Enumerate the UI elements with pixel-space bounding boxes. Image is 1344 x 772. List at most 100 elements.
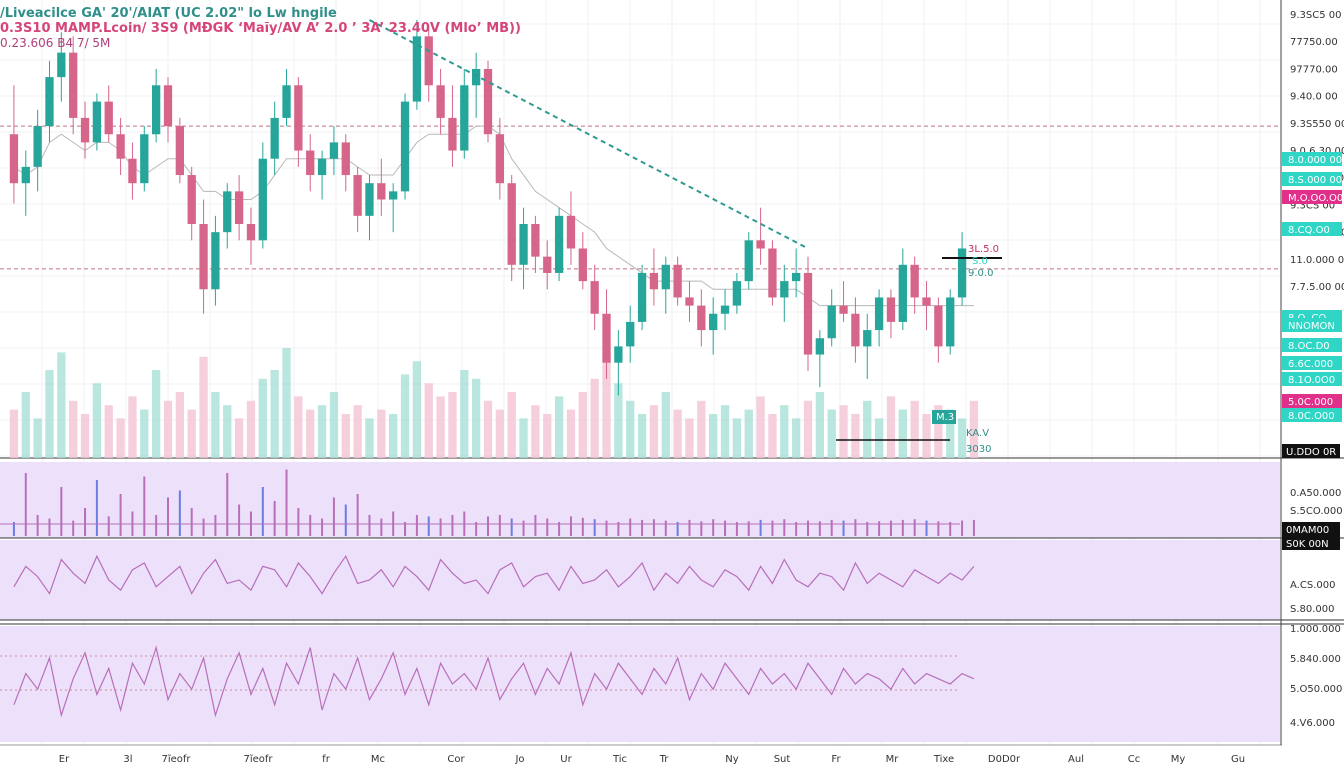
volume-bar — [543, 414, 552, 458]
candle — [590, 264, 599, 331]
candle-body — [673, 264, 682, 298]
lower-axis-label: S.5CO.000 — [1290, 506, 1343, 517]
candle-body — [270, 117, 279, 159]
lower-tag-bg — [1282, 444, 1340, 458]
time-axis-label: Mr — [886, 754, 900, 765]
volume-bar — [116, 418, 125, 458]
candle-body — [377, 183, 386, 200]
candle-body — [957, 248, 967, 298]
price-axis-label: 97770.00 — [1290, 64, 1338, 75]
volume-bar — [851, 414, 860, 458]
candle-body — [744, 240, 753, 282]
volume-bar — [637, 414, 647, 458]
volume-bar — [460, 370, 469, 458]
price-tag-bg — [1282, 190, 1342, 204]
volume-bar — [626, 400, 635, 458]
volume-bar — [590, 378, 599, 458]
price-axis-label: 9.3CS 00 — [1290, 200, 1335, 211]
volume-bar — [317, 405, 327, 458]
annotation-label-top: 3L.5.0 — [968, 244, 999, 255]
legend-symbol-line: /Liveacilce GA' 20'/AIAT (UC 2.02" lo Lw… — [0, 6, 337, 21]
candle-body — [69, 52, 78, 118]
volume-bar — [389, 414, 398, 458]
volume-bar — [768, 414, 777, 458]
candle-body — [246, 224, 256, 241]
price-tag: 8.1O.0O0 — [1282, 372, 1342, 386]
volume-bar — [709, 414, 718, 458]
candle-body — [9, 134, 19, 184]
candle-body — [448, 117, 457, 151]
candle-body — [578, 248, 587, 282]
candle-body — [45, 77, 54, 127]
volume-bar — [152, 370, 161, 458]
price-axis-label: 7.7.5.00 00 — [1290, 282, 1344, 293]
candle-body — [554, 215, 564, 273]
candle-body — [365, 183, 374, 216]
candle — [874, 289, 884, 347]
lower-axis-label: 0.A50.000 — [1290, 488, 1341, 499]
volume-bar — [922, 414, 931, 458]
candle — [839, 281, 848, 322]
candle — [436, 68, 445, 135]
oscillator-panel-bg — [0, 540, 1280, 620]
volume-bar — [104, 405, 113, 458]
volume-bar — [519, 418, 528, 458]
lower-axis-tag: 0MAM00 — [1282, 522, 1340, 536]
candle — [661, 256, 670, 314]
lower-tag-text: U.DDO 0R — [1286, 447, 1336, 458]
annotation-label-3000: 3030 — [966, 444, 991, 455]
candle-body — [768, 248, 777, 298]
price-tag: NNOMON — [1282, 318, 1342, 332]
volume-bar — [649, 405, 659, 458]
candle-body — [104, 101, 113, 135]
candle-body — [803, 272, 813, 355]
price-tag-text: 8.0C.O00 — [1288, 411, 1335, 422]
price-tag: 8.OC.D0 — [1282, 338, 1342, 352]
candle — [898, 248, 907, 331]
price-tag-bg — [1282, 372, 1342, 386]
candle — [448, 85, 457, 167]
volume-bar — [329, 392, 339, 458]
candle-body — [353, 175, 362, 216]
volume-bar — [412, 361, 422, 458]
candle — [827, 289, 836, 347]
candle-body — [175, 126, 184, 176]
time-axis-label: Gu — [1231, 754, 1245, 765]
candle — [294, 77, 303, 167]
candle-body — [258, 158, 267, 241]
volume-bar — [732, 418, 742, 458]
candle-body — [637, 272, 647, 322]
candle-body — [839, 305, 848, 314]
price-tag: 8.S.000 00 — [1282, 172, 1342, 186]
candle — [554, 207, 564, 282]
lower-axis-label: 1.000.000 — [1290, 624, 1341, 635]
volume-bar — [697, 400, 706, 458]
candle-body — [389, 191, 398, 200]
volume-bar — [211, 392, 220, 458]
candle — [685, 281, 694, 322]
candle-body — [697, 305, 706, 331]
candle — [637, 264, 647, 331]
volume-bar — [685, 418, 694, 458]
candle-body — [294, 85, 303, 151]
volume-bar — [910, 400, 919, 458]
price-tag-text: 8.1O.0O0 — [1288, 375, 1335, 386]
candle-body — [863, 330, 872, 347]
candle — [957, 232, 967, 306]
candle-body — [472, 68, 481, 86]
time-axis-label: Ur — [560, 754, 572, 765]
candle-body — [756, 240, 765, 249]
volume-bar — [45, 370, 54, 458]
volume-bar — [673, 409, 682, 458]
candle-body — [187, 175, 196, 224]
candle — [389, 183, 398, 233]
candle — [223, 183, 232, 249]
price-tag-text: 5.0C.000 — [1288, 397, 1333, 408]
volume-bar — [744, 409, 753, 458]
price-tag: 8.0.000 00 — [1282, 152, 1342, 166]
volume-bar — [934, 405, 943, 458]
volume-bar — [353, 405, 362, 458]
ma-line — [13, 125, 974, 307]
